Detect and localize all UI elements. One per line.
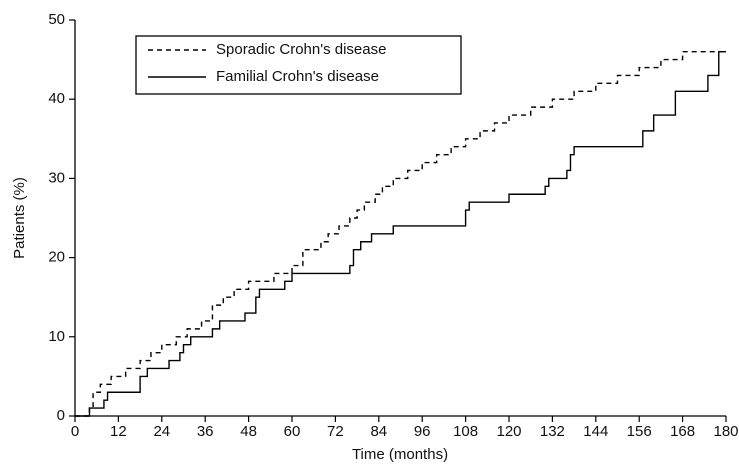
x-tick-label: 60 xyxy=(284,423,301,440)
y-tick-label: 40 xyxy=(48,90,65,107)
y-axis-label: Patients (%) xyxy=(11,177,28,259)
x-tick-label: 96 xyxy=(414,423,431,440)
x-tick-label: 132 xyxy=(540,423,565,440)
x-axis-label: Time (months) xyxy=(352,446,448,463)
x-tick-label: 108 xyxy=(453,423,478,440)
x-tick-label: 72 xyxy=(327,423,344,440)
y-tick-label: 0 xyxy=(57,407,65,424)
x-tick-label: 12 xyxy=(110,423,127,440)
x-tick-label: 156 xyxy=(627,423,652,440)
x-tick-label: 84 xyxy=(370,423,387,440)
legend-box xyxy=(135,35,462,95)
x-tick-label: 48 xyxy=(240,423,257,440)
y-tick-label: 20 xyxy=(48,249,65,266)
x-tick-label: 24 xyxy=(153,423,170,440)
legend-label: Familial Crohn's disease xyxy=(216,68,379,85)
x-tick-label: 144 xyxy=(583,423,608,440)
y-tick-label: 30 xyxy=(48,169,65,186)
y-tick-label: 50 xyxy=(48,11,65,28)
x-tick-label: 0 xyxy=(71,423,79,440)
x-tick-label: 180 xyxy=(713,423,738,440)
x-tick-label: 168 xyxy=(670,423,695,440)
y-tick-label: 10 xyxy=(48,328,65,345)
series-line xyxy=(75,50,726,417)
series-line xyxy=(75,50,726,417)
x-tick-label: 120 xyxy=(496,423,521,440)
legend-label: Sporadic Crohn's disease xyxy=(216,41,386,58)
x-tick-label: 36 xyxy=(197,423,214,440)
